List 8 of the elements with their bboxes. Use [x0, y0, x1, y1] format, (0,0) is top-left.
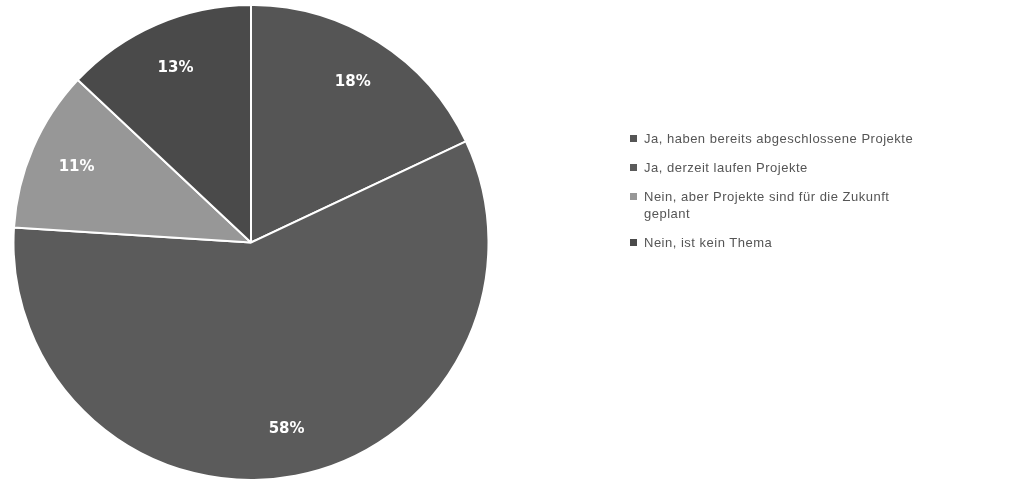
legend-label: Ja, derzeit laufen Projekte [644, 159, 808, 176]
data-label: 58% [268, 419, 305, 438]
data-label: 18% [334, 71, 371, 90]
data-label: 11% [58, 156, 95, 175]
legend-label: Nein, aber Projekte sind für die Zukunft geplant [644, 188, 891, 222]
legend-label: Nein, ist kein Thema [644, 234, 773, 251]
legend-label: Ja, haben bereits abgeschlossene Projekte [644, 130, 914, 147]
data-label: 13% [157, 58, 194, 77]
